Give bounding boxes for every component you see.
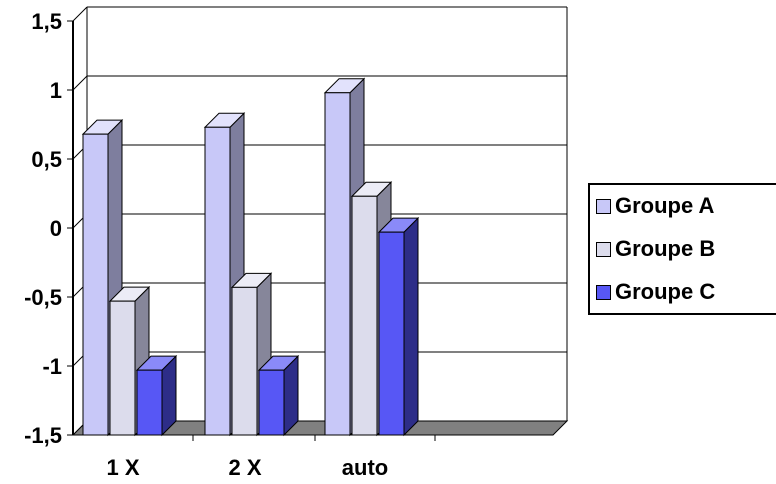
bar: [377, 216, 420, 437]
bar-front: [258, 369, 285, 436]
legend-swatch-groupe-c: [596, 284, 611, 300]
y-tick-label: -1: [42, 354, 62, 379]
bar-front: [324, 92, 351, 436]
bar: [257, 354, 300, 437]
bars: [81, 77, 420, 437]
bar-front: [82, 133, 109, 436]
bar-front: [351, 195, 378, 436]
legend-label-groupe-c: Groupe C: [615, 279, 716, 304]
legend-label-groupe-a: Groupe A: [615, 193, 715, 218]
y-tick-label: 1: [50, 78, 62, 103]
y-tick-label: 1,5: [31, 9, 62, 34]
y-tick-label: -0,5: [24, 285, 62, 310]
bar-front: [204, 126, 231, 436]
legend-label-groupe-b: Groupe B: [615, 236, 716, 261]
legend-item-groupe-c: Groupe C: [596, 277, 715, 307]
bar-front: [231, 286, 258, 436]
bar-front: [109, 300, 136, 436]
y-tick-label: -1,5: [24, 423, 62, 448]
legend-swatch-groupe-b: [596, 241, 611, 257]
gridline-diagonal: [72, 75, 88, 91]
x-tick-label: 1 X: [106, 455, 139, 480]
legend: Groupe A Groupe B Groupe C: [588, 183, 776, 315]
gridline-diagonal: [72, 6, 88, 22]
bar: [135, 354, 178, 437]
bar-front: [378, 231, 405, 436]
bar-side: [403, 216, 419, 437]
y-tick-label: 0: [50, 216, 62, 241]
x-tick-label: 2 X: [228, 455, 261, 480]
y-tick-label: 0,5: [31, 147, 62, 172]
legend-item-groupe-a: Groupe A: [596, 191, 714, 221]
legend-swatch-groupe-a: [596, 198, 611, 214]
tick-labels: 1,5 1 0,5 0 -0,5 -1 -1,5 1 X 2 X auto: [24, 9, 388, 480]
bar-front: [136, 369, 163, 436]
legend-item-groupe-b: Groupe B: [596, 234, 715, 264]
x-tick-label: auto: [342, 455, 388, 480]
